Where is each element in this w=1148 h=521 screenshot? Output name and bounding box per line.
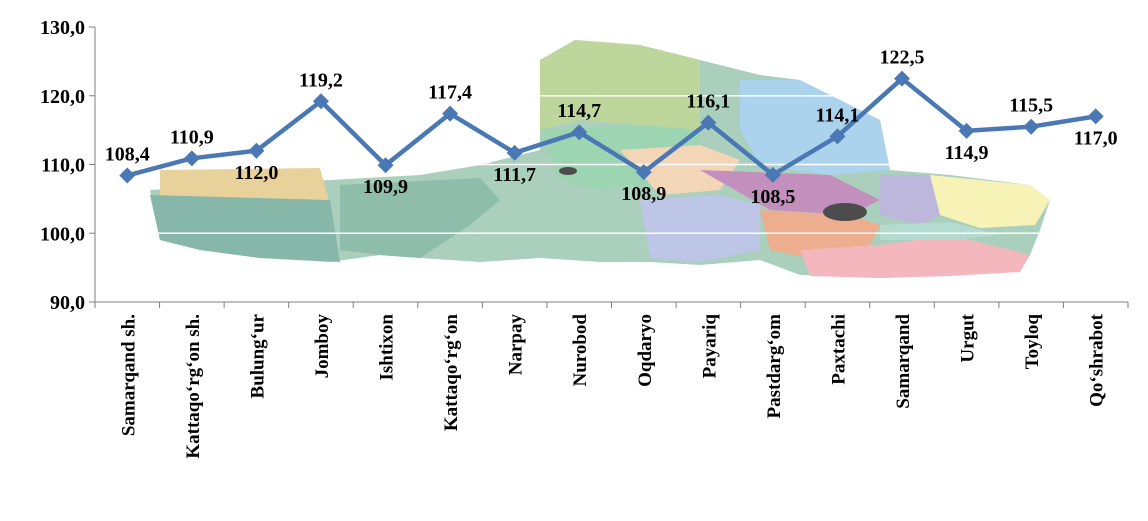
category-label: Samarqand sh. [118, 314, 139, 436]
data-label: 108,5 [750, 186, 795, 208]
data-point [571, 124, 588, 141]
data-label: 115,5 [1009, 95, 1053, 117]
data-point [248, 142, 265, 159]
x-axis-category-labels: Samarqand sh. Kattaqo‘rg‘on sh. Bulung‘ur J… [118, 313, 1107, 458]
data-point [119, 167, 136, 184]
data-label: 108,9 [621, 183, 666, 205]
gridlines [95, 26, 1128, 234]
data-label: 111,7 [493, 164, 536, 186]
data-points [119, 70, 1104, 184]
data-point [894, 70, 911, 87]
data-label: 117,4 [428, 82, 472, 104]
y-tick-label: 110,0 [41, 155, 85, 177]
data-label: 108,4 [105, 144, 150, 166]
data-label: 119,2 [299, 69, 343, 91]
category-label: Kattaqo‘rg‘on [441, 314, 462, 432]
y-tick-label: 130,0 [40, 17, 85, 39]
category-label: Bulung‘ur [247, 313, 268, 398]
category-label: Pastdarg‘om [764, 314, 785, 419]
data-point [377, 157, 394, 174]
axes [89, 26, 1129, 308]
data-point [506, 144, 523, 161]
data-label: 109,9 [363, 176, 408, 198]
data-point [312, 93, 329, 110]
category-label: Ishtixon [377, 314, 398, 381]
data-point [183, 150, 200, 167]
data-point [635, 164, 652, 181]
series-line [126, 76, 1097, 178]
category-label: Nurobod [570, 314, 591, 387]
data-label: 122,5 [880, 47, 925, 69]
category-label: Oqdaryo [635, 314, 656, 387]
data-point [700, 114, 717, 131]
data-point [958, 122, 975, 139]
y-tick-label: 90,0 [50, 292, 85, 314]
category-label: Paxtachi [828, 314, 849, 385]
category-label: Narpay [506, 314, 527, 376]
data-label: 117,0 [1074, 127, 1118, 149]
category-label: Samarqand [893, 314, 914, 409]
category-label: Toyloq [1022, 314, 1043, 370]
category-label: Payariq [699, 314, 720, 379]
data-labels: 108,4 110,9 112,0 119,2 109,9 117,4 111,7 114,7… [105, 47, 1118, 208]
y-tick-label: 120,0 [40, 86, 85, 108]
data-point [1087, 108, 1104, 125]
data-label: 110,9 [170, 126, 214, 148]
category-label: Urgut [958, 313, 979, 362]
data-point [764, 166, 781, 183]
y-tick-label: 100,0 [40, 223, 85, 245]
data-label: 116,1 [686, 91, 730, 113]
category-label: Jomboy [312, 314, 333, 379]
category-label: Kattaqo‘rg‘on sh. [183, 314, 204, 459]
region-map-background [150, 40, 1050, 278]
data-label: 114,9 [945, 142, 989, 164]
category-label: Qo‘shrabot [1087, 313, 1108, 407]
data-label: 114,7 [557, 100, 601, 122]
data-point [1023, 118, 1040, 135]
data-point [829, 128, 846, 145]
series-line-path [126, 76, 1097, 178]
data-label: 114,1 [816, 104, 860, 126]
data-point [442, 105, 459, 122]
data-label: 112,0 [234, 162, 278, 184]
y-axis-tick-labels: 90,0 100,0 110,0 120,0 130,0 [40, 17, 85, 314]
